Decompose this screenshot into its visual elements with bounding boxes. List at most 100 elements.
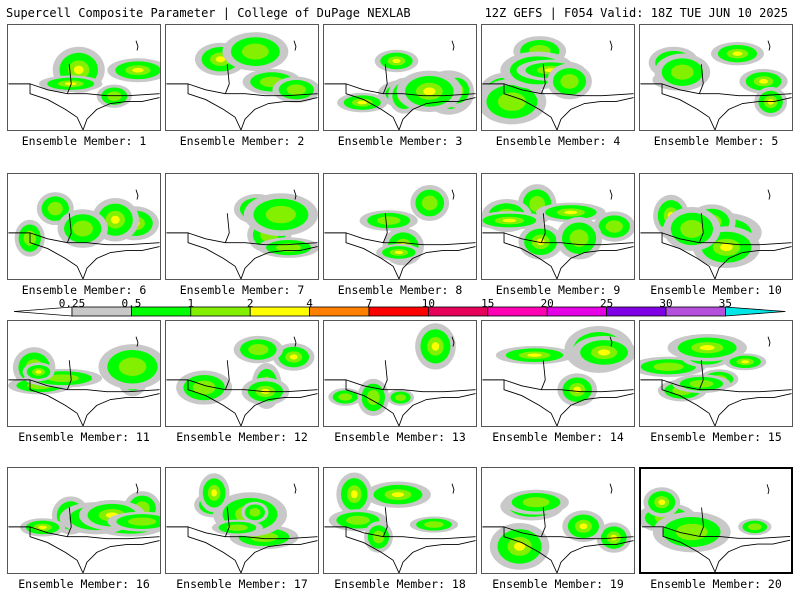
ensemble-member-label: Ensemble Member: 15	[650, 430, 782, 444]
ensemble-member-label: Ensemble Member: 10	[650, 283, 782, 297]
map-boundaries	[640, 40, 792, 130]
ensemble-member-panel[interactable]	[165, 173, 319, 280]
map-boundaries	[640, 189, 792, 279]
colorbar-tick-label: 0.5	[121, 297, 142, 310]
map-boundaries	[8, 40, 160, 130]
ensemble-member-panel[interactable]	[7, 320, 161, 427]
run-valid-time: 12Z GEFS | F054 Valid: 18Z TUE JUN 10 20…	[484, 6, 788, 20]
scp-contours	[359, 185, 450, 266]
scp-map	[8, 483, 160, 573]
ensemble-member-label: Ensemble Member: 2	[179, 134, 305, 148]
scp-contours	[648, 41, 788, 117]
scp-contours	[233, 193, 318, 258]
scp-contours	[19, 491, 160, 537]
map-boundaries	[166, 483, 318, 573]
scp-map	[482, 184, 634, 279]
ensemble-member-panel[interactable]	[323, 320, 477, 427]
map-boundaries	[482, 40, 634, 130]
colorbar-segment	[190, 306, 251, 317]
scp-contours	[641, 487, 772, 553]
colorbar-segment	[487, 306, 548, 317]
ensemble-member-panel[interactable]	[323, 173, 477, 280]
scp-contours	[38, 46, 160, 108]
scp-map	[482, 36, 634, 130]
scp-map	[482, 483, 634, 573]
colorbar-tick-label: 7	[365, 297, 373, 310]
ensemble-member-panel[interactable]	[481, 24, 635, 131]
scp-map	[640, 333, 792, 426]
ensemble-member-panel[interactable]	[165, 467, 319, 574]
ensemble-member-panel[interactable]	[323, 24, 477, 131]
ensemble-member-panel[interactable]	[481, 467, 635, 574]
ensemble-member-label: Ensemble Member: 1	[21, 134, 147, 148]
scp-map	[482, 325, 634, 426]
scp-contours	[337, 49, 475, 115]
map-boundaries	[324, 40, 476, 130]
colorbar-tick-label: 25	[599, 297, 614, 310]
scp-map	[324, 472, 476, 573]
map-boundaries	[8, 336, 160, 426]
ensemble-member-panel[interactable]	[7, 173, 161, 280]
scp-map	[641, 484, 791, 572]
ensemble-member-panel[interactable]	[165, 24, 319, 131]
colorbar-segment	[606, 306, 667, 317]
scp-map	[8, 40, 160, 130]
ensemble-member-label: Ensemble Member: 8	[337, 283, 463, 297]
ensemble-member-panel[interactable]	[481, 173, 635, 280]
ensemble-member-label: Ensemble Member: 11	[18, 430, 150, 444]
ensemble-member-label: Ensemble Member: 4	[495, 134, 621, 148]
scp-contours	[489, 489, 632, 570]
scp-contours	[328, 323, 456, 417]
ensemble-member-label: Ensemble Member: 3	[337, 134, 463, 148]
ensemble-member-panel[interactable]	[323, 467, 477, 574]
ensemble-member-label: Ensemble Member: 12	[176, 430, 308, 444]
scp-map	[324, 323, 476, 426]
ensemble-member-label: Ensemble Member: 13	[334, 430, 466, 444]
ensemble-member-panel[interactable]	[639, 173, 793, 280]
scp-map	[640, 40, 792, 130]
scp-contours	[176, 335, 315, 410]
map-boundaries	[166, 40, 318, 130]
scp-contours	[194, 473, 299, 550]
map-boundaries	[324, 483, 476, 573]
scp-contours	[14, 192, 159, 257]
ensemble-member-panel[interactable]	[639, 24, 793, 131]
scp-contours	[8, 344, 160, 397]
scp-map	[166, 335, 318, 426]
map-boundaries	[166, 336, 318, 426]
ensemble-member-label: Ensemble Member: 14	[492, 430, 624, 444]
map-boundaries	[166, 189, 318, 279]
ensemble-member-panel[interactable]	[7, 467, 161, 574]
scp-map	[8, 189, 160, 279]
product-title: Supercell Composite Parameter | College …	[6, 6, 411, 20]
map-boundaries	[482, 336, 634, 426]
ensemble-member-label: Ensemble Member: 18	[334, 577, 466, 591]
ensemble-member-panel[interactable]	[639, 320, 793, 427]
ensemble-member-label: Ensemble Member: 19	[492, 577, 624, 591]
scp-map	[8, 336, 160, 426]
ensemble-member-label: Ensemble Member: 6	[21, 283, 147, 297]
ensemble-member-label: Ensemble Member: 5	[653, 134, 779, 148]
ensemble-member-panel[interactable]	[165, 320, 319, 427]
scp-contours	[640, 333, 767, 402]
ensemble-member-label: Ensemble Member: 17	[176, 577, 308, 591]
colorbar-tick-label: 20	[540, 297, 554, 310]
ensemble-member-label: Ensemble Member: 16	[18, 577, 150, 591]
scp-map	[166, 473, 318, 573]
scp-map	[640, 189, 792, 279]
scp-contours	[328, 472, 459, 553]
scp-map	[166, 32, 318, 130]
colorbar-tick-label: 30	[659, 297, 673, 310]
ensemble-member-label: Ensemble Member: 7	[179, 283, 305, 297]
colorbar-segment	[427, 306, 489, 317]
colorbar-over-arrow	[725, 306, 786, 317]
colorbar-segment	[368, 306, 429, 317]
colorbar-tick-label: 2	[246, 297, 254, 310]
colorbar-segment	[309, 306, 370, 317]
ensemble-member-panel[interactable]	[481, 320, 635, 427]
ensemble-member-panel[interactable]	[7, 24, 161, 131]
scp-map	[324, 40, 476, 130]
scp-contours	[482, 36, 592, 125]
ensemble-member-panel[interactable]	[639, 467, 793, 574]
